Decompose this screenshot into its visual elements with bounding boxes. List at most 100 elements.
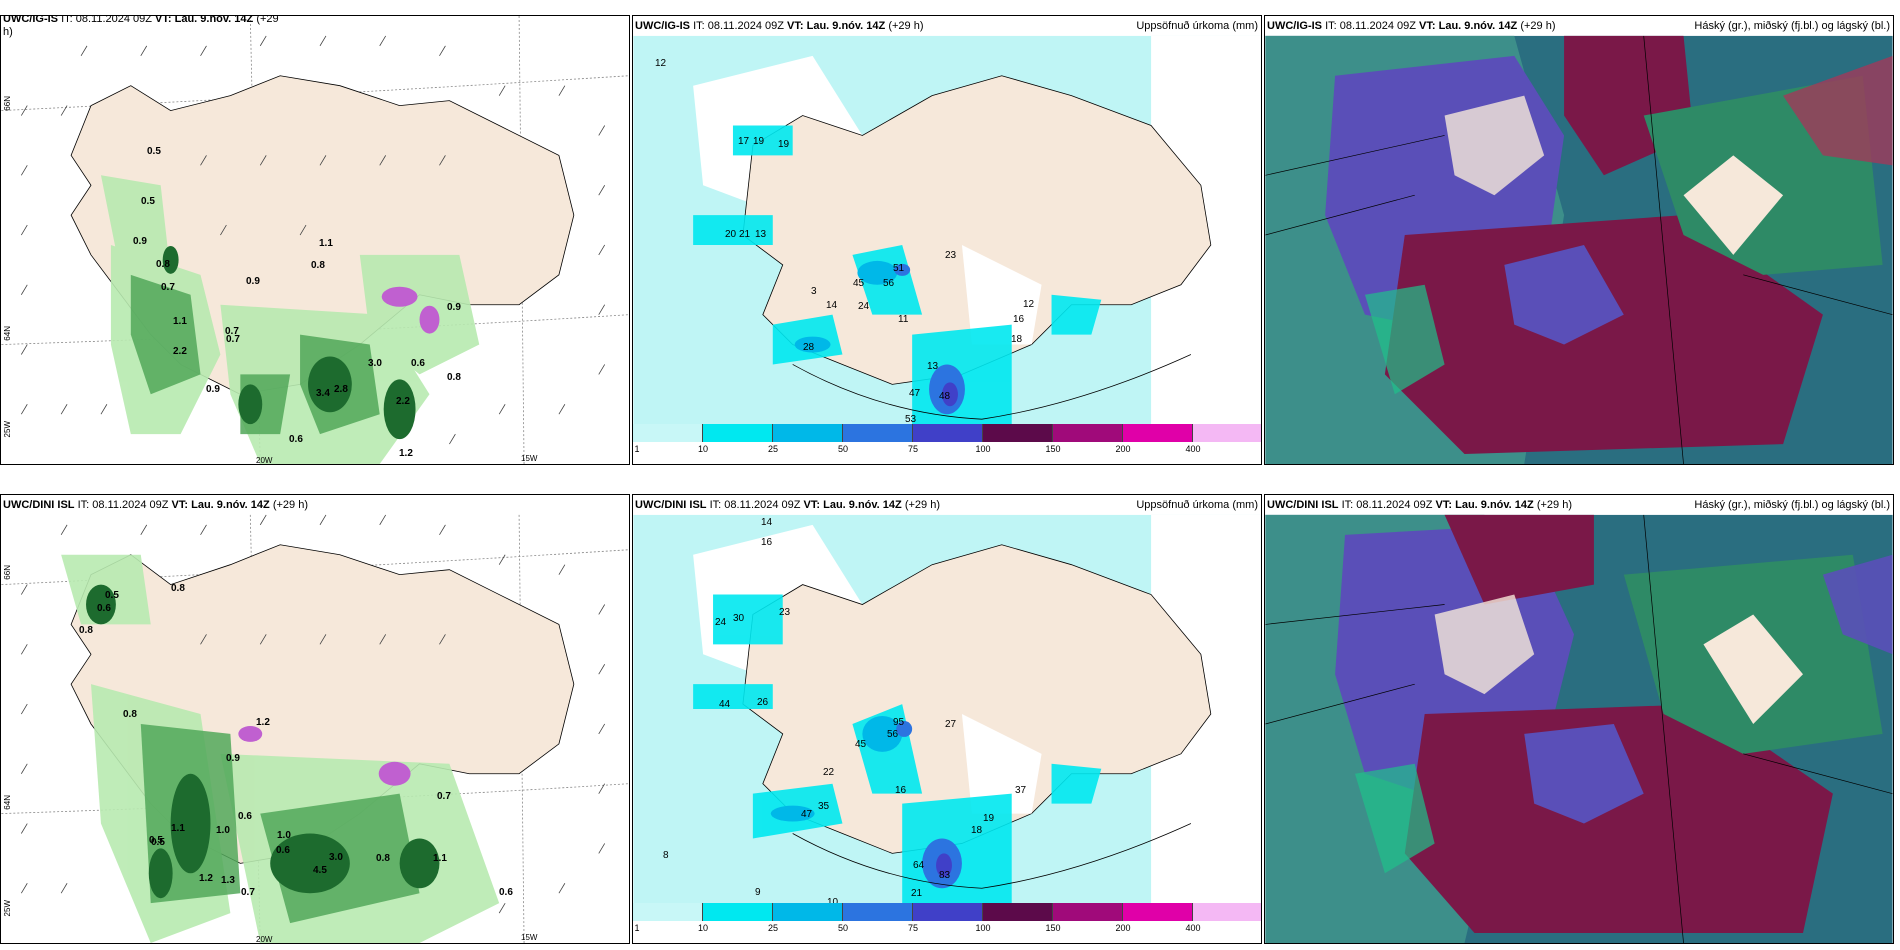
contour-value: 0.6 [276, 845, 290, 856]
lon-label: 15W [521, 454, 538, 463]
lead-time-cont: h) [3, 26, 13, 38]
colorbar-tick-label: 400 [1185, 923, 1201, 933]
lat-label: 64N [632, 321, 634, 336]
colorbar-tick-label: 400 [1185, 444, 1201, 454]
colorbar-tick-label: 150 [1045, 444, 1061, 454]
colorbar-tick-label: 150 [1045, 923, 1061, 933]
init-time: IT: 08.11.2024 09Z [693, 20, 784, 32]
colorbar-tick-label: 50 [837, 923, 849, 933]
colorbar-tick-label: 1 [634, 444, 640, 454]
contour-value: 0.8 [376, 853, 390, 864]
precip-value: 12 [1023, 299, 1035, 310]
colorbar-swatch [843, 903, 913, 921]
precip-value: 23 [945, 250, 957, 261]
colorbar-swatch [633, 903, 703, 921]
colorbar-tick-label: 200 [1115, 923, 1131, 933]
precip-value: 17 [738, 136, 750, 147]
precip-value: 45 [853, 278, 865, 289]
precip-value: 18 [1011, 334, 1023, 345]
precip-value: 27 [945, 719, 957, 730]
precip-map [633, 35, 1261, 425]
precip-value: 53 [905, 414, 917, 425]
contour-value: 0.5 [105, 590, 119, 601]
lead-time: (+29 h) [1536, 499, 1572, 511]
colorbar-swatch [703, 903, 773, 921]
precip-value: 14 [826, 300, 838, 311]
precip-value: 47 [909, 388, 921, 399]
contour-value: 0.7 [437, 791, 451, 802]
colorbar-tick-label: 25 [767, 923, 779, 933]
lat-label: 66N [3, 96, 12, 111]
panel-bottom-left-wind-precip: UWC/DINI ISL IT: 08.11.2024 09Z VT: Lau.… [0, 494, 630, 944]
colorbar-tick-label: 200 [1115, 444, 1131, 454]
lead-time: (+29 [256, 15, 279, 25]
precip-value: 48 [939, 391, 951, 402]
lat-label: 66N [632, 86, 634, 101]
wind-barb-map [1, 514, 629, 943]
contour-value: 0.9 [206, 384, 220, 395]
contour-value: 1.1 [171, 823, 185, 834]
precip-colorbar: 1 10 25 50 75 100 150 200 400 [633, 424, 1261, 458]
init-time: IT: 08.11.2024 09Z [709, 499, 801, 511]
precip-value: 23 [779, 607, 791, 618]
panel-top-left-wind-precip: UWC/IG-IS IT: 08.11.2024 09Z VT: Lau. 9.… [0, 15, 630, 465]
precip-map [633, 514, 1261, 904]
contour-value: 0.6 [499, 887, 513, 898]
colorbar-swatch [703, 424, 773, 442]
contour-value: 0.6 [289, 434, 303, 445]
precip-value: 56 [883, 278, 895, 289]
contour-value: 0.5 [151, 837, 165, 848]
precip-value: 10 [827, 897, 838, 908]
colorbar-swatch [983, 424, 1053, 442]
lat-label: 64N [3, 326, 12, 341]
contour-value: 0.6 [97, 603, 111, 614]
precip-value: 8 [663, 850, 669, 861]
colorbar-swatch [913, 903, 983, 921]
colorbar-swatch [773, 424, 843, 442]
colorbar-swatch [773, 903, 843, 921]
contour-value: 0.7 [241, 887, 255, 898]
lead-time: (+29 h) [904, 499, 940, 511]
contour-value: 0.8 [79, 625, 93, 636]
precip-value: 24 [715, 617, 727, 628]
wind-barb-map [1, 16, 629, 464]
precip-value: 13 [927, 361, 939, 372]
contour-value: 0.8 [123, 709, 137, 720]
contour-value: 2.2 [396, 396, 410, 407]
contour-value: 0.7 [161, 282, 175, 293]
lat-label: 66N [632, 555, 634, 570]
panel-title: Uppsöfnuð úrkoma (mm) [1136, 20, 1258, 32]
contour-value: 0.7 [226, 334, 240, 345]
contour-value: 2.2 [173, 346, 187, 357]
precip-value: 19 [983, 813, 995, 824]
contour-value: 1.2 [256, 717, 270, 728]
init-time: IT: 08.11.2024 09Z [1341, 499, 1433, 511]
lat-label: 64N [3, 795, 12, 810]
lat-label: 66N [3, 565, 12, 580]
precip-value: 44 [719, 699, 731, 710]
contour-value: 0.9 [447, 302, 461, 313]
contour-value: 0.5 [147, 146, 161, 157]
panel-title: Háský (gr.), miðský (fj.bl.) og lágský (… [1694, 499, 1890, 511]
precip-value: 35 [818, 801, 830, 812]
model-name: UWC/IG-IS [635, 20, 690, 32]
panel-top-middle-precip: UWC/IG-IS IT: 08.11.2024 09Z VT: Lau. 9.… [632, 15, 1262, 465]
colorbar-swatch [1193, 424, 1261, 442]
precip-value: 20 [725, 229, 737, 240]
contour-value: 0.8 [171, 583, 185, 594]
colorbar-tick-label: 100 [975, 923, 991, 933]
model-name: UWC/DINI ISL [3, 499, 75, 511]
colorbar-swatch [1123, 903, 1193, 921]
colorbar-tick-label: 25 [767, 444, 779, 454]
contour-value: 0.8 [447, 372, 461, 383]
contour-value: 1.1 [433, 853, 447, 864]
precip-value: 18 [971, 825, 983, 836]
precip-value: 21 [739, 229, 751, 240]
model-name: UWC/DINI ISL [635, 499, 707, 511]
precip-value: 37 [1015, 785, 1027, 796]
model-name: UWC/IG-IS [3, 15, 58, 25]
contour-value: 1.0 [216, 825, 230, 836]
valid-time: VT: Lau. 9.nóv. 14Z [171, 499, 270, 511]
init-time: IT: 08.11.2024 09Z [1325, 20, 1416, 32]
precip-value: 26 [757, 697, 769, 708]
